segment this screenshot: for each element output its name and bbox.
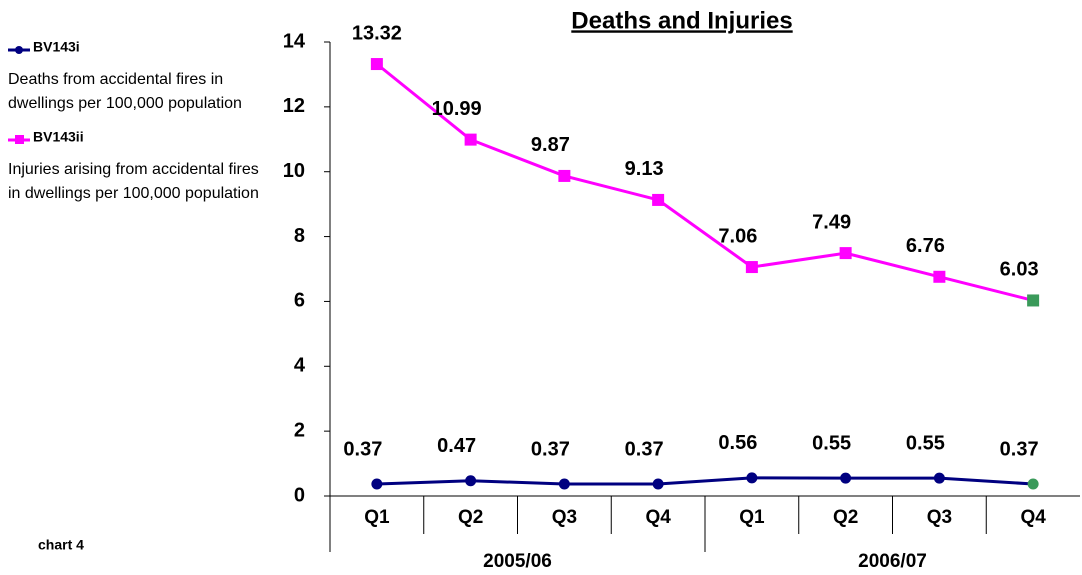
legend-description: Deaths from accidental fires in dwellings… xyxy=(8,71,242,112)
point xyxy=(746,472,758,484)
legend-marker xyxy=(15,46,23,54)
point xyxy=(933,472,945,484)
group-label: 2006/07 xyxy=(858,551,927,572)
group-label: 2005/06 xyxy=(483,551,552,572)
y-tick-label: 12 xyxy=(283,95,305,117)
legend-marker xyxy=(15,135,24,144)
x-tick-label: Q3 xyxy=(927,507,952,528)
series-line xyxy=(375,62,1034,302)
data-label: 6.76 xyxy=(906,235,945,257)
data-label: 0.55 xyxy=(812,432,851,454)
point xyxy=(1027,478,1039,490)
data-label: 0.37 xyxy=(625,438,664,460)
legend-name: BV143ii xyxy=(33,129,84,145)
point xyxy=(371,478,383,490)
point xyxy=(839,247,852,260)
point xyxy=(652,478,664,490)
data-label: 0.37 xyxy=(1000,438,1039,460)
point xyxy=(745,261,758,274)
y-tick-label: 0 xyxy=(294,484,305,506)
point xyxy=(652,193,665,206)
y-tick-label: 4 xyxy=(294,355,306,377)
x-tick-label: Q2 xyxy=(833,507,858,528)
x-tick-label: Q2 xyxy=(458,507,483,528)
chart-title: Deaths and Injuries xyxy=(571,7,792,34)
x-tick-label: Q1 xyxy=(364,507,390,528)
data-label: 13.32 xyxy=(352,22,402,44)
point xyxy=(558,169,571,182)
data-label: 0.55 xyxy=(906,432,945,454)
x-tick-label: Q4 xyxy=(1020,507,1046,528)
data-label: 0.37 xyxy=(531,438,570,460)
series-line xyxy=(376,476,1034,486)
x-tick-label: Q3 xyxy=(552,507,577,528)
y-tick-label: 2 xyxy=(294,419,305,441)
y-tick-label: 8 xyxy=(294,225,305,247)
x-tick-label: Q4 xyxy=(645,507,671,528)
legend-description: Injuries arising from accidental fires in… xyxy=(8,161,259,202)
point xyxy=(370,58,383,71)
y-tick-label: 10 xyxy=(283,160,305,182)
data-label: 0.47 xyxy=(437,435,476,457)
legend-name: BV143i xyxy=(33,39,80,55)
point xyxy=(1027,294,1040,307)
y-tick-label: 14 xyxy=(283,30,306,52)
data-label: 7.49 xyxy=(812,211,851,233)
data-label: 6.03 xyxy=(1000,259,1039,281)
data-label: 7.06 xyxy=(718,225,757,247)
x-tick-label: Q1 xyxy=(739,507,765,528)
point xyxy=(465,475,477,487)
annotation: chart 4 xyxy=(38,537,84,553)
point xyxy=(933,270,946,283)
data-label: 0.37 xyxy=(343,438,382,460)
point xyxy=(558,478,570,490)
data-label: 0.56 xyxy=(718,432,757,454)
legend: BV143i Deaths from accidental fires in dwe… xyxy=(8,39,259,202)
data-label: 9.87 xyxy=(531,134,570,156)
y-tick-label: 6 xyxy=(294,290,305,312)
data-label: 9.13 xyxy=(625,158,664,180)
point xyxy=(464,133,477,146)
data-label: 10.99 xyxy=(432,98,482,120)
point xyxy=(840,472,852,484)
